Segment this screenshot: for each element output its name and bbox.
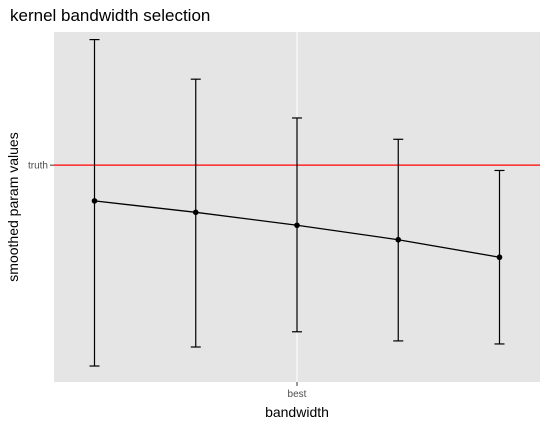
data-marks [89, 39, 505, 367]
axis-ticks: best truth [28, 161, 307, 400]
data-point-1 [192, 209, 199, 216]
y-tick-label-0: truth [28, 161, 48, 172]
x-tick-label-0: best [288, 389, 307, 400]
data-point-4 [496, 254, 503, 261]
data-point-2 [294, 222, 300, 229]
data-point-0 [91, 198, 98, 204]
x-axis-title: bandwidth [265, 404, 329, 420]
y-axis-title: smoothed param values [5, 132, 21, 281]
chart-title: kernel bandwidth selection [10, 6, 210, 25]
data-point-3 [395, 236, 402, 243]
